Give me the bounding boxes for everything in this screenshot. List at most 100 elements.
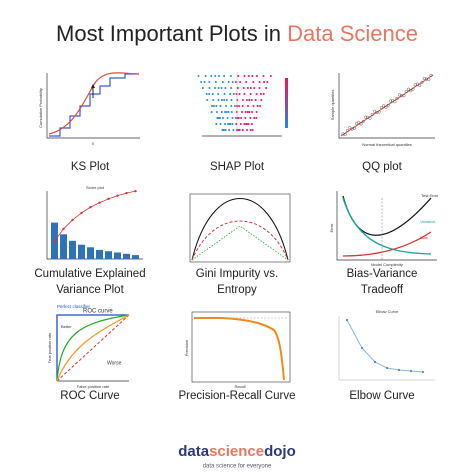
sketch-circle <box>266 81 269 83</box>
sketch-circle <box>232 129 235 131</box>
gini-thumb <box>189 193 291 263</box>
sketch-circle <box>259 93 262 95</box>
sketch-circle <box>241 99 244 101</box>
sketch-circle <box>246 111 249 113</box>
sketch-circle <box>125 191 128 195</box>
sketch-circle <box>404 89 408 93</box>
sketch-circle <box>232 93 235 95</box>
sketch-circle <box>223 99 226 101</box>
sketch-circle <box>364 115 368 119</box>
sketch-circle <box>256 75 259 77</box>
sketch-path <box>338 316 435 381</box>
sketch-circle <box>245 129 248 131</box>
sketch-circle <box>415 82 419 86</box>
sketch-circle <box>341 132 345 136</box>
sketch-circle <box>249 93 252 95</box>
sketch-circle <box>223 93 226 95</box>
sketch-circle <box>208 87 211 89</box>
sketch-circle <box>204 75 207 77</box>
sketch-circle <box>245 99 248 101</box>
sketch-circle <box>217 87 220 89</box>
sketch-circle <box>400 94 404 98</box>
sketch-path <box>56 314 129 381</box>
sketch-circle <box>263 81 266 83</box>
sketch-circle <box>62 227 65 231</box>
sketch-circle <box>206 99 209 101</box>
shap-thumb <box>197 72 288 137</box>
sketch-circle <box>249 129 252 131</box>
sketch-circle <box>393 100 397 104</box>
sketch-circle <box>98 201 101 204</box>
label: Variance <box>420 219 436 224</box>
sketch-circle <box>246 105 249 107</box>
sketch-circle <box>224 111 227 113</box>
label: X <box>92 141 95 146</box>
sketch-circle <box>361 347 363 349</box>
sketch-circle <box>201 87 204 89</box>
sketch-rect <box>191 311 291 383</box>
sketch-circle <box>258 87 261 89</box>
sketch-circle <box>215 105 218 107</box>
label: SHAP Plot <box>210 161 265 173</box>
sketch-circle <box>229 93 232 95</box>
label: Precision-Recall Curve <box>179 390 296 402</box>
sketch-circle <box>239 123 242 125</box>
sketch-circle <box>409 89 413 93</box>
sketch-circle <box>249 87 252 89</box>
label: data <box>178 443 210 460</box>
sketch-circle <box>222 129 225 131</box>
sketch-circle <box>227 81 230 83</box>
sketch-circle <box>386 103 390 107</box>
sketch-circle <box>411 87 415 91</box>
sketch-circle <box>252 105 255 107</box>
label: Precision <box>184 340 189 356</box>
label: Error <box>329 223 334 233</box>
sketch-circle <box>251 75 254 77</box>
sketch-rect <box>78 244 85 259</box>
sketch-circle <box>384 105 388 109</box>
sketch-circle <box>254 99 257 101</box>
sketch-circle <box>388 99 392 103</box>
sketch-path <box>342 197 432 255</box>
sketch-path <box>54 190 136 242</box>
sketch-circle <box>352 126 356 130</box>
sketch-circle <box>359 122 363 126</box>
sketch-circle <box>420 80 424 84</box>
sketch-circle <box>221 117 224 119</box>
sketch-circle <box>258 81 261 83</box>
sketch-circle <box>89 205 92 209</box>
sketch-circle <box>230 99 233 101</box>
label: ROC curve <box>83 309 113 315</box>
sketch-path <box>336 191 437 261</box>
sketch-circle <box>231 81 234 83</box>
sketch-circle <box>244 111 247 113</box>
sketch-g <box>346 319 424 373</box>
sketch-circle <box>107 197 110 201</box>
sketch-circle <box>375 110 379 114</box>
sketch-circle <box>197 75 200 77</box>
sketch-circle <box>357 120 361 124</box>
sketch-circle <box>236 99 239 101</box>
sketch-circle <box>231 117 234 119</box>
sketch-circle <box>238 105 241 107</box>
sketch-circle <box>200 81 203 83</box>
sketch-circle <box>355 122 359 126</box>
sketch-circle <box>255 93 258 95</box>
sketch-rect <box>114 252 121 259</box>
sketch-circle <box>208 93 211 95</box>
sketch-circle <box>80 211 83 215</box>
sketch-circle <box>259 105 262 107</box>
sketch-circle <box>219 117 222 119</box>
sketch-circle <box>215 123 218 125</box>
sketch-circle <box>373 109 377 113</box>
sketch-circle <box>241 105 244 107</box>
roc-thumb: ROC curve Perfect classifier Better Wors… <box>47 304 130 389</box>
sketch-path <box>194 317 285 381</box>
label: Model Complexity <box>371 262 403 267</box>
sketch-path <box>46 73 140 139</box>
sketch-circle <box>224 87 227 89</box>
sketch-circle <box>368 116 372 120</box>
sketch-circle <box>229 123 232 125</box>
label: Tradeoff <box>361 284 404 296</box>
